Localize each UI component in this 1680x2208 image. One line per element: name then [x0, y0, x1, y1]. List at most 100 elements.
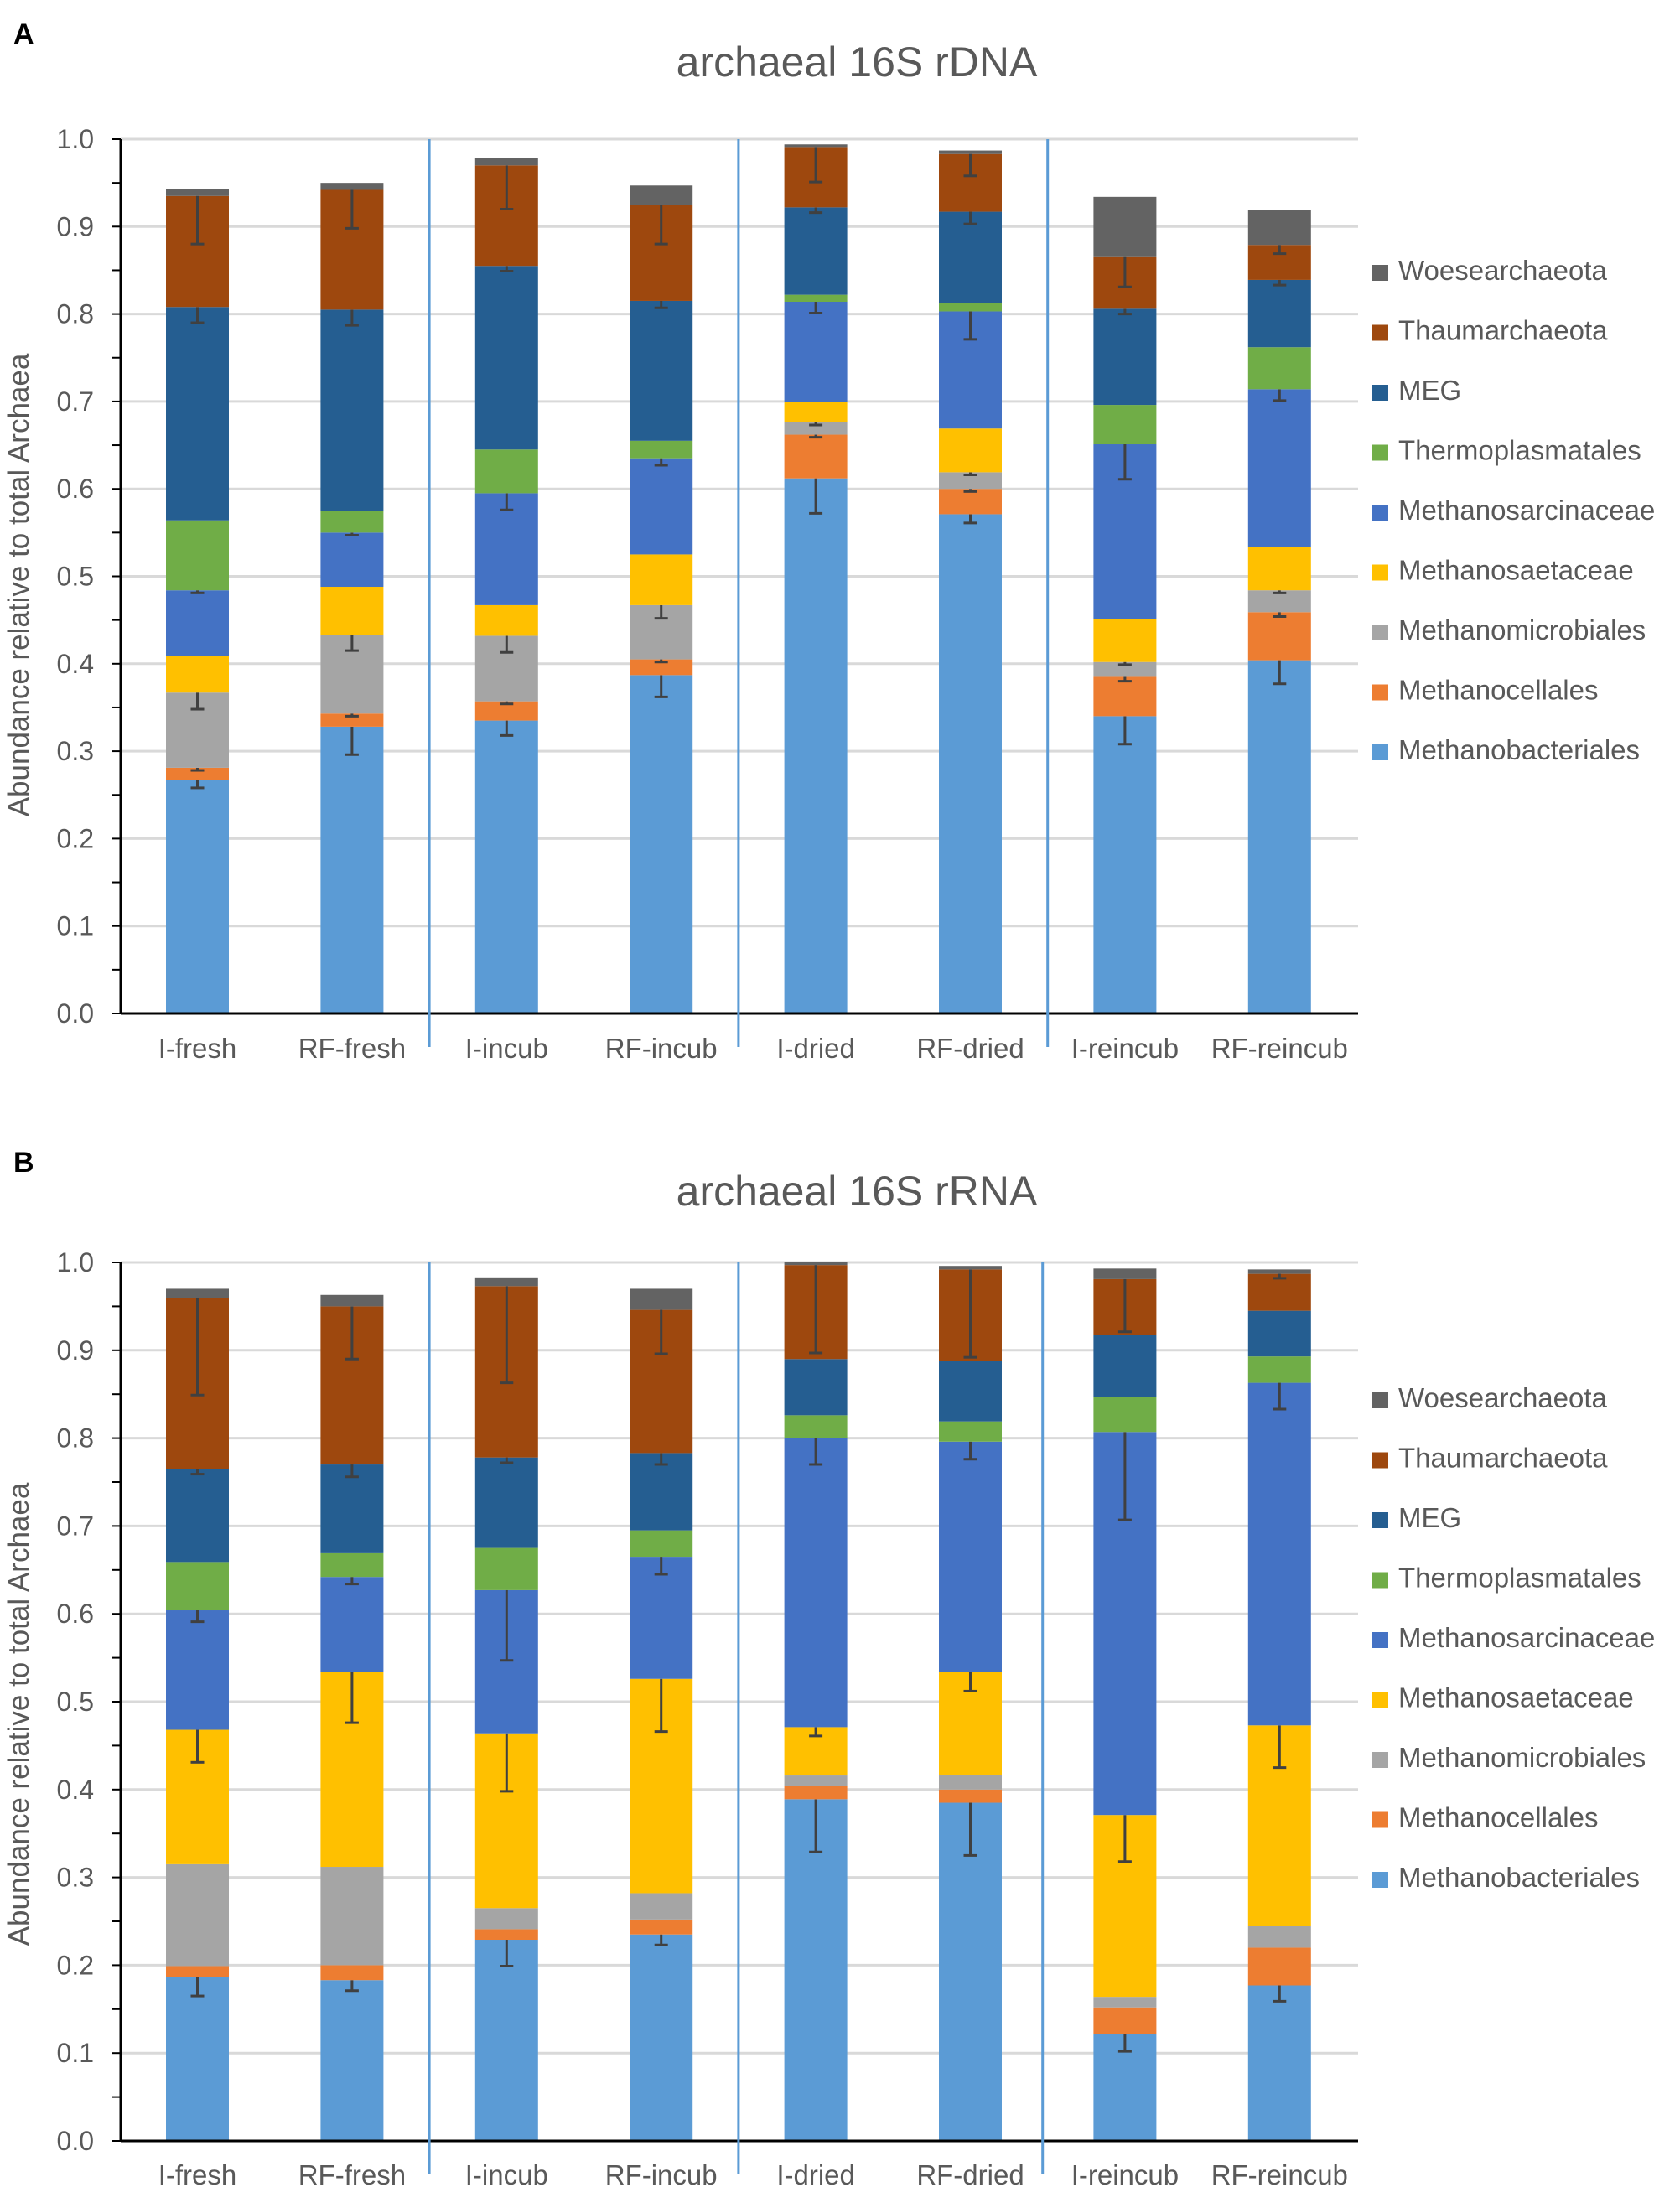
bar-segment-methanocellales: [1093, 2007, 1157, 2034]
bar-segment-methanocellales: [939, 1789, 1002, 1803]
bar-segment-methanomicrobiales: [474, 1908, 538, 1930]
bar-segment-thermoplasmatales: [939, 303, 1002, 312]
y-tick-label-a: 0.0: [57, 998, 94, 1029]
x-category-label-a: I-reincub: [1071, 1033, 1179, 1064]
bar-segment-methanocellales: [630, 659, 693, 676]
y-tick-label-b: 0.8: [57, 1423, 94, 1454]
legend-b: Woesearchaeota Thaumarchaeota MEG Thermopla…: [1372, 1382, 1655, 1893]
chart-title-a: archaeal 16S rDNA: [677, 39, 1038, 86]
bar-segment-methanobacteriales: [474, 1940, 538, 2141]
legend-label-methanomicrobiales: Methanomicrobiales: [1398, 1742, 1646, 1773]
bar-segment-methanosarcinaceae: [1247, 389, 1311, 547]
bar-segment-methanocellales: [166, 1966, 229, 1977]
bar-segment-methanosarcinaceae: [474, 493, 538, 605]
bar-segment-meg: [1093, 1335, 1157, 1397]
y-tick-label-a: 0.8: [57, 299, 94, 329]
bar-segment-meg: [166, 1469, 229, 1563]
legend-label-methanobacteriales: Methanobacteriales: [1398, 1862, 1640, 1893]
panel-label-b: B: [13, 1147, 34, 1179]
legend-label-thermoplasmatales: Thermoplasmatales: [1398, 435, 1641, 466]
x-category-label-b: RF-incub: [605, 2159, 718, 2190]
bar-segment-methanosaetaceae: [939, 428, 1002, 473]
bar-segment-methanocellales: [166, 767, 229, 780]
legend-label-methanocellales: Methanocellales: [1398, 675, 1598, 706]
bar-segment-woesearchaeota: [1093, 196, 1157, 257]
legend-swatch-woesearchaeota: [1372, 1392, 1388, 1408]
x-category-label-a: RF-dried: [916, 1033, 1024, 1064]
bar-segment-methanosarcinaceae: [784, 301, 848, 402]
y-tick-label-a: 0.9: [57, 211, 94, 241]
bar-segment-methanosarcinaceae: [939, 1441, 1002, 1672]
bar-segment-methanomicrobiales: [784, 1775, 848, 1786]
x-category-label-b: RF-fresh: [298, 2159, 406, 2190]
bar-segment-thermoplasmatales: [939, 1421, 1002, 1442]
bars-a: [166, 144, 1311, 1013]
bar-segment-methanobacteriales: [784, 1799, 848, 2141]
bar-segment-thermoplasmatales: [1247, 1356, 1311, 1383]
panel-label-a: A: [13, 18, 34, 50]
bar-segment-methanosaetaceae: [630, 554, 693, 605]
bar-segment-methanomicrobiales: [1093, 1997, 1157, 2008]
bar-segment-methanosaetaceae: [320, 587, 384, 635]
bar-segment-methanosarcinaceae: [784, 1438, 848, 1728]
bar-segment-methanomicrobiales: [630, 1893, 693, 1920]
bar-segment-meg: [320, 309, 384, 511]
bar-segment-meg: [474, 1457, 538, 1548]
bar-segment-meg: [1247, 279, 1311, 348]
y-tick-label-b: 0.4: [57, 1775, 94, 1805]
bar-segment-methanomicrobiales: [1093, 661, 1157, 677]
legend-label-thaumarchaeota: Thaumarchaeota: [1398, 315, 1608, 346]
bar-segment-thermoplasmatales: [474, 1547, 538, 1590]
y-tick-label-b: 0.5: [57, 1687, 94, 1717]
bar-segment-methanosaetaceae: [784, 402, 848, 422]
legend-label-woesearchaeota: Woesearchaeota: [1398, 1382, 1608, 1413]
legend-swatch-methanomicrobiales: [1372, 1752, 1388, 1768]
y-tick-label-b: 0.1: [57, 2038, 94, 2068]
bar-segment-methanobacteriales: [630, 675, 693, 1013]
bar-segment-woesearchaeota: [166, 1288, 229, 1298]
bar-segment-methanosarcinaceae: [320, 1577, 384, 1672]
bar-segment-methanocellales: [1247, 1947, 1311, 1986]
bar-segment-methanocellales: [320, 1965, 384, 1981]
legend-swatch-thermoplasmatales: [1372, 444, 1388, 461]
bar-segment-thermoplasmatales: [320, 1552, 384, 1578]
x-category-label-b: RF-reincub: [1211, 2159, 1348, 2190]
y-tick-label-a: 0.5: [57, 562, 94, 592]
bar-segment-methanomicrobiales: [784, 422, 848, 435]
legend-swatch-methanomicrobiales: [1372, 625, 1388, 640]
legend-swatch-methanobacteriales: [1372, 744, 1388, 760]
bar-segment-thermoplasmatales: [630, 440, 693, 459]
bar-segment-thermoplasmatales: [474, 449, 538, 494]
bar-segment-methanosaetaceae: [166, 656, 229, 693]
y-tick-label-b: 0.9: [57, 1335, 94, 1366]
bar-segment-methanosarcinaceae: [1247, 1382, 1311, 1726]
bar-segment-methanobacteriales: [784, 478, 848, 1013]
bar-segment-woesearchaeota: [474, 1277, 538, 1287]
bar-segment-methanocellales: [784, 434, 848, 479]
x-category-label-b: RF-dried: [916, 2159, 1024, 2190]
bar-segment-methanosarcinaceae: [166, 590, 229, 656]
x-category-label-a: I-dried: [776, 1033, 855, 1064]
bar-segment-methanocellales: [474, 701, 538, 721]
legend-swatch-meg: [1372, 385, 1388, 401]
bar-segment-meg: [320, 1464, 384, 1553]
bar-segment-methanocellales: [784, 1786, 848, 1800]
bar-segment-methanobacteriales: [939, 1802, 1002, 2141]
x-category-label-b: I-fresh: [158, 2159, 237, 2190]
x-category-label-b: I-incub: [465, 2159, 548, 2190]
bar-segment-woesearchaeota: [1247, 210, 1311, 246]
y-tick-label-a: 0.1: [57, 911, 94, 941]
legend-swatch-methanosaetaceae: [1372, 1692, 1388, 1708]
bar-segment-methanobacteriales: [1247, 660, 1311, 1013]
y-tick-label-b: 0.0: [57, 2126, 94, 2156]
bar-segment-methanocellales: [1093, 676, 1157, 717]
x-category-label-a: RF-reincub: [1211, 1033, 1348, 1064]
bar-segment-meg: [166, 307, 229, 521]
x-category-label-a: I-incub: [465, 1033, 548, 1064]
bar-segment-woesearchaeota: [320, 1294, 384, 1307]
bar-segment-methanomicrobiales: [166, 1863, 229, 1967]
bar-segment-methanobacteriales: [320, 1980, 384, 2141]
bar-segment-thermoplasmatales: [166, 520, 229, 591]
bar-segment-woesearchaeota: [630, 185, 693, 205]
bar-segment-thermoplasmatales: [784, 1415, 848, 1438]
